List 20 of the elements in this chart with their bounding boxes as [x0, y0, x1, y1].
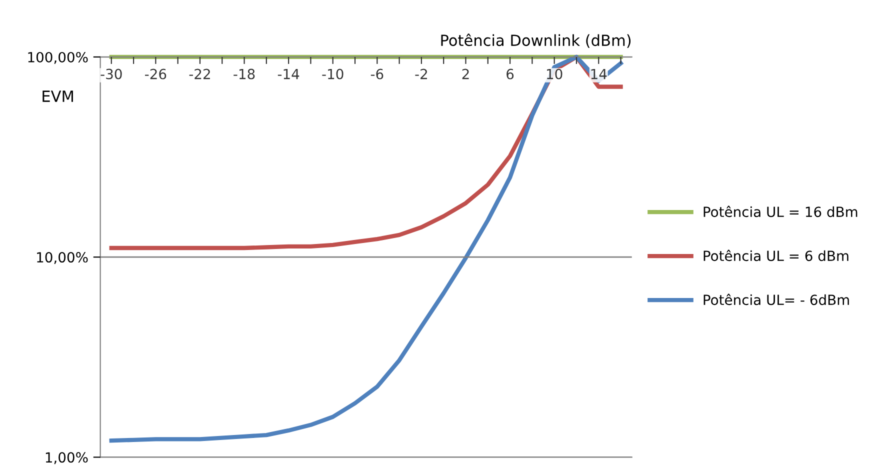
- x-tick-label: 2: [462, 68, 469, 80]
- y-axis-title: EVM: [42, 90, 73, 102]
- legend-label: Potência UL= - 6dBm: [704, 294, 849, 306]
- y-tick-label: 1,00%: [46, 452, 88, 464]
- x-axis-title: Potência Downlink (dBm): [441, 34, 631, 48]
- legend-label: Potência UL = 6 dBm: [704, 250, 848, 262]
- x-tick-label: -6: [370, 68, 384, 80]
- x-tick-label: -14: [278, 68, 300, 80]
- x-tick-label: 10: [547, 68, 562, 80]
- y-tick-label: 100,00%: [28, 52, 88, 64]
- x-tick-label: -22: [189, 68, 210, 80]
- x-tick-label: -18: [234, 68, 255, 80]
- y-tick-label: 10,00%: [37, 252, 88, 264]
- x-tick-label: -2: [415, 68, 427, 80]
- x-tick-label: -10: [322, 68, 344, 80]
- x-tick-label: 14: [591, 68, 607, 80]
- x-tick-label: 6: [506, 68, 514, 80]
- x-tick-label: -26: [145, 68, 166, 80]
- x-tick-label: -30: [100, 68, 122, 80]
- legend-label: Potência UL = 16 dBm: [704, 206, 858, 218]
